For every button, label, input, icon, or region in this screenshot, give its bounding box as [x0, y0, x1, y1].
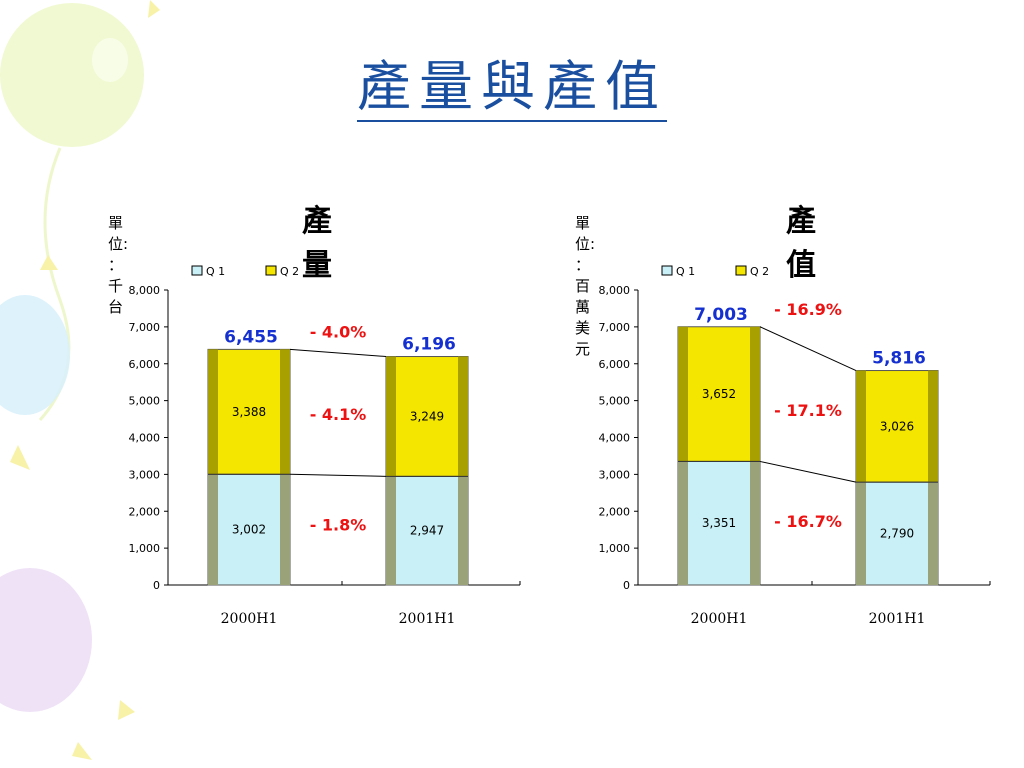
y-tick-label: 4,000	[599, 432, 631, 445]
y-tick-label: 2,000	[129, 505, 161, 518]
bar-q2-edge-shade	[458, 356, 468, 477]
bar-total-label: 7,003	[694, 305, 748, 325]
yellow-sparkle	[72, 742, 92, 760]
legend-swatch-q1	[191, 265, 203, 276]
bar-q1-edge-shade	[458, 476, 468, 585]
bar-q2-value-label: 3,026	[880, 419, 914, 433]
change-label-q2: - 17.1%	[774, 401, 842, 420]
bar-q1	[677, 460, 761, 586]
bar-q2-edge-shade	[856, 370, 866, 483]
unit-label: 單位: ：千台	[108, 214, 129, 316]
x-tick-label: 2001H1	[399, 611, 456, 627]
bar-q1-edge-shade	[750, 461, 760, 585]
bar-q2	[207, 348, 291, 475]
y-tick-label: 5,000	[129, 395, 161, 408]
bar-q2-edge-shade	[386, 356, 396, 477]
unit-label: 單位: ：百萬美元	[575, 214, 596, 358]
blue-balloon	[0, 295, 70, 415]
x-tick-label: 2001H1	[869, 611, 926, 627]
bar-q1-edge-shade	[856, 482, 866, 585]
change-label-q2: - 4.1%	[310, 405, 367, 424]
slide-title: 產量與產值	[0, 42, 1024, 122]
bar-q1-value-label: 2,947	[410, 524, 444, 538]
chart-title: 產量	[302, 204, 332, 283]
legend-swatch-q2	[265, 265, 277, 276]
bar-q2-value-label: 3,388	[232, 405, 266, 419]
purple-balloon	[0, 568, 92, 712]
bar-q2-edge-shade	[678, 326, 688, 462]
bar-total-label: 6,455	[224, 327, 278, 347]
bar-q1-edge-shade	[386, 476, 396, 585]
bar-q2-value-label: 3,652	[702, 387, 736, 401]
bar-q1-edge-shade	[678, 461, 688, 585]
bar-total-label: 5,816	[872, 349, 926, 369]
y-tick-label: 1,000	[129, 542, 161, 555]
y-tick-label: 2,000	[599, 505, 631, 518]
y-tick-label: 5,000	[599, 395, 631, 408]
yellow-sparkle	[40, 255, 58, 270]
bar-q1-value-label: 2,790	[880, 527, 914, 541]
y-tick-label: 7,000	[599, 321, 631, 334]
y-tick-label: 3,000	[129, 468, 161, 481]
legend-swatch-q1	[661, 265, 673, 276]
connector-total	[289, 348, 387, 358]
yellow-sparkle	[148, 0, 160, 18]
bar-q2	[855, 370, 939, 483]
connector-total	[759, 326, 857, 371]
yellow-sparkle	[118, 700, 135, 720]
chart-value: Q 1 Q 2 0 1,000 2,000 3,000 4,000 5,000 6,000 7,0…	[599, 265, 991, 627]
yellow-sparkle	[10, 445, 30, 470]
bar-q1-value-label: 3,351	[702, 516, 736, 530]
bar-q1-edge-shade	[208, 474, 218, 585]
y-tick-label: 7,000	[129, 321, 161, 334]
chart-title: 產值	[786, 204, 816, 283]
balloon-decoration	[0, 0, 160, 760]
legend-label-q2: Q 2	[280, 265, 299, 278]
change-label-total: - 4.0%	[310, 322, 367, 341]
y-tick-label: 4,000	[129, 432, 161, 445]
connector-q1	[289, 473, 387, 477]
green-balloon-highlight	[92, 38, 128, 82]
chart-volume: Q 1 Q 2 0 1,000 2,000 3,000 4,000 5,000 6,000 7,0…	[129, 265, 521, 627]
y-tick-label: 8,000	[599, 284, 631, 297]
change-label-q1: - 16.7%	[774, 512, 842, 531]
y-tick-label: 8,000	[129, 284, 161, 297]
legend-swatch-q2	[735, 265, 747, 276]
bar-q1	[385, 475, 469, 586]
bar-q1-edge-shade	[928, 482, 938, 585]
bar-q2-value-label: 3,249	[410, 409, 444, 423]
bar-q1-value-label: 3,002	[232, 523, 266, 537]
connector-q1	[759, 460, 857, 483]
bar-q1-edge-shade	[280, 474, 290, 585]
bar-total-label: 6,196	[402, 335, 456, 355]
y-tick-label: 1,000	[599, 542, 631, 555]
x-tick-label: 2000H1	[691, 611, 748, 627]
legend-label-q1: Q 1	[206, 265, 225, 278]
bar-q2-edge-shade	[208, 349, 218, 475]
y-tick-label: 0	[153, 579, 160, 592]
y-tick-label: 6,000	[599, 358, 631, 371]
change-label-total: - 16.9%	[774, 300, 842, 319]
bar-q1	[207, 473, 291, 586]
y-tick-label: 3,000	[599, 468, 631, 481]
y-tick-label: 0	[623, 579, 630, 592]
bar-q2	[677, 326, 761, 462]
bar-q2	[385, 356, 469, 477]
y-tick-label: 6,000	[129, 358, 161, 371]
change-label-q1: - 1.8%	[310, 515, 367, 534]
bar-q2-edge-shade	[280, 349, 290, 475]
x-tick-label: 2000H1	[221, 611, 278, 627]
legend-label-q2: Q 2	[750, 265, 769, 278]
bar-q2-edge-shade	[928, 370, 938, 483]
bar-q2-edge-shade	[750, 326, 760, 462]
legend-label-q1: Q 1	[676, 265, 695, 278]
